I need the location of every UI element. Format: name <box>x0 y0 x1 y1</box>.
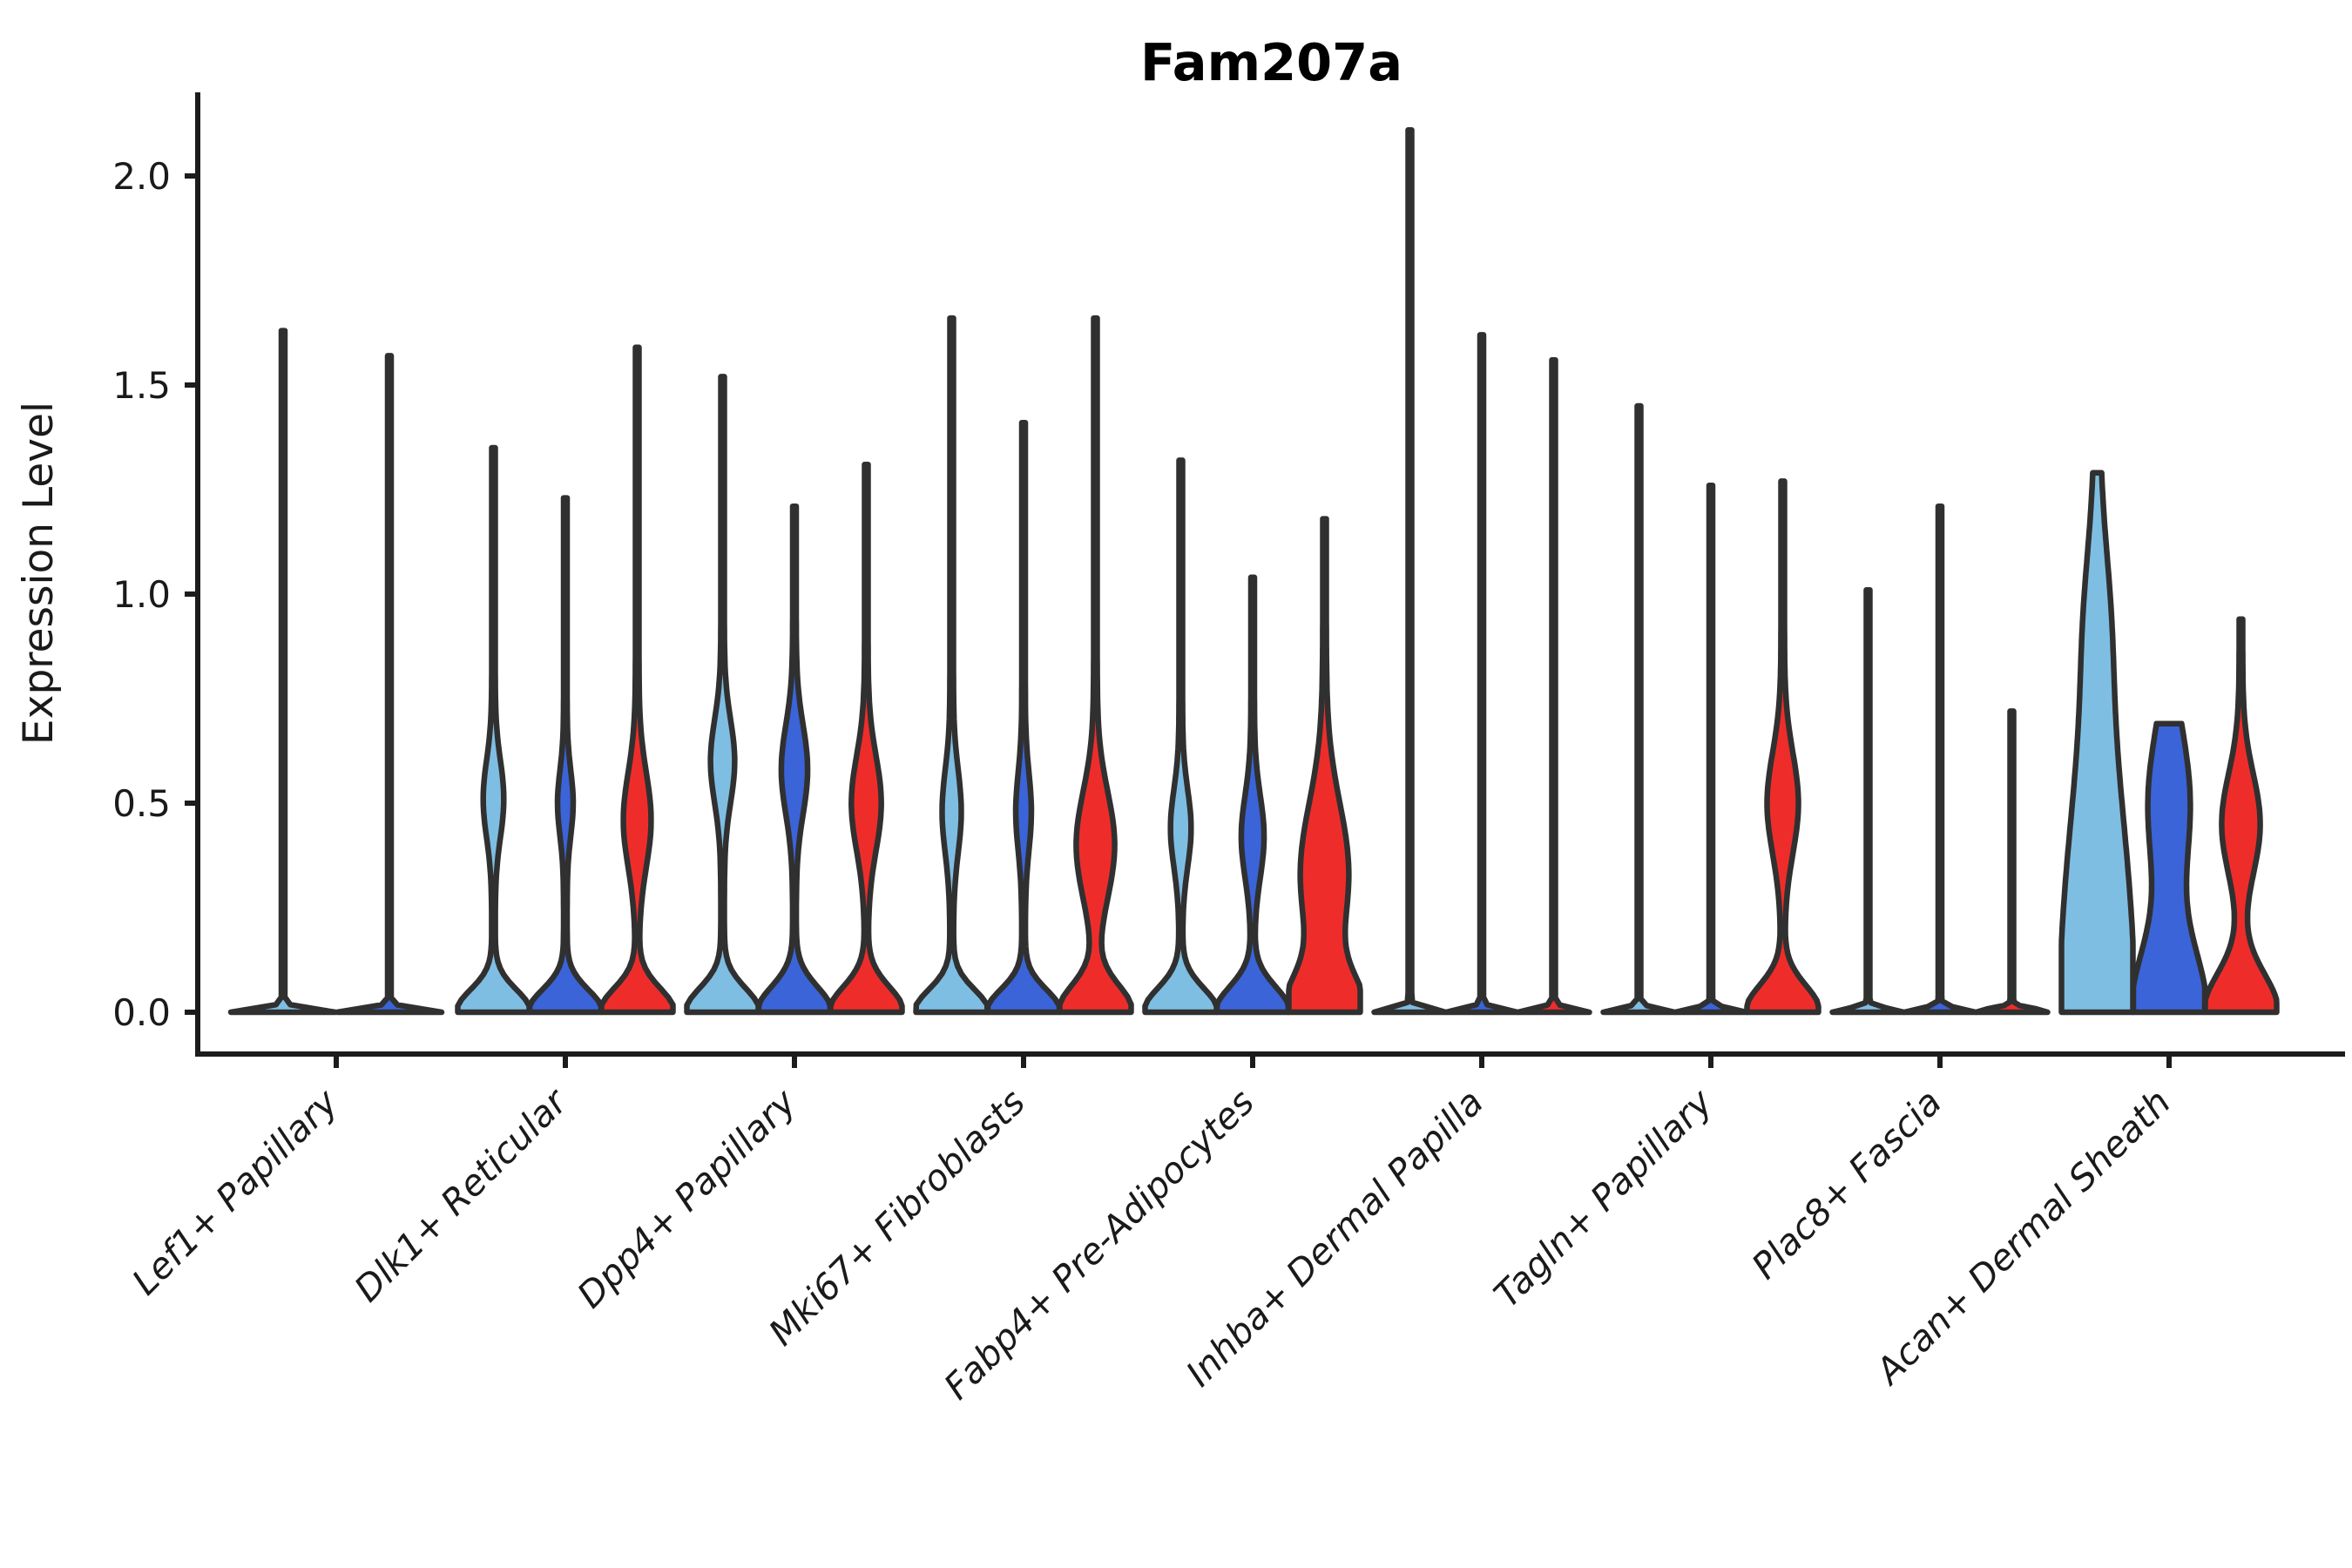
violin-red-9 <box>2202 616 2280 1016</box>
violin-light_blue-3 <box>684 374 761 1016</box>
violin-red-8 <box>1973 708 2051 1016</box>
violin-red-7 <box>1744 478 1821 1016</box>
violin-dark_blue-7 <box>1672 482 1750 1016</box>
x-tick-label: Dlk1+ Reticular <box>347 1080 577 1310</box>
violin-light_blue-9 <box>2058 470 2136 1016</box>
x-tick-label: Lef1+ Papillary <box>124 1081 346 1303</box>
y-tick-label: 1.0 <box>112 573 171 616</box>
violins-layer <box>227 126 2280 1016</box>
violin-light_blue-7 <box>1600 402 1678 1016</box>
violin-red-3 <box>828 461 905 1016</box>
y-tick-label: 0.0 <box>112 991 171 1034</box>
x-tick-label: Plac8+ Fascia <box>1744 1081 1950 1287</box>
violin-light_blue-6 <box>1371 126 1449 1016</box>
y-axis-label: Expression Level <box>15 402 63 745</box>
violin-light_blue-5 <box>1142 457 1220 1016</box>
x-tick-label: Dpp4+ Papillary <box>569 1081 804 1316</box>
violin-dark_blue-9 <box>2130 720 2208 1016</box>
violin-red-5 <box>1286 516 1363 1016</box>
y-tick-label: 0.5 <box>112 782 171 825</box>
violin-light_blue-8 <box>1829 586 1907 1016</box>
violin-dark_blue-5 <box>1213 574 1292 1016</box>
violin-dark_blue-2 <box>526 495 605 1016</box>
violin-red-6 <box>1515 356 1592 1016</box>
violin-red-2 <box>598 344 676 1016</box>
violin-light_blue-1 <box>227 328 339 1016</box>
axes-layer <box>185 92 2345 1068</box>
violin-light_blue-2 <box>455 444 532 1016</box>
violin-dark_blue-8 <box>1901 503 1979 1016</box>
violin-red-4 <box>1057 314 1134 1016</box>
violin-dark_blue-6 <box>1443 332 1521 1016</box>
violin-dark_blue-4 <box>984 419 1063 1016</box>
chart-title: Fam207a <box>1140 32 1402 92</box>
x-tick-label: Mki67+ Fibroblasts <box>760 1081 1033 1354</box>
violin-light_blue-4 <box>913 314 990 1016</box>
violin-dark_blue-3 <box>755 503 834 1016</box>
y-tick-label: 2.0 <box>112 155 171 198</box>
y-tick-label: 1.5 <box>112 364 171 407</box>
violin-dark_blue-1 <box>334 353 445 1016</box>
x-tick-label: Tagln+ Papillary <box>1486 1081 1721 1316</box>
